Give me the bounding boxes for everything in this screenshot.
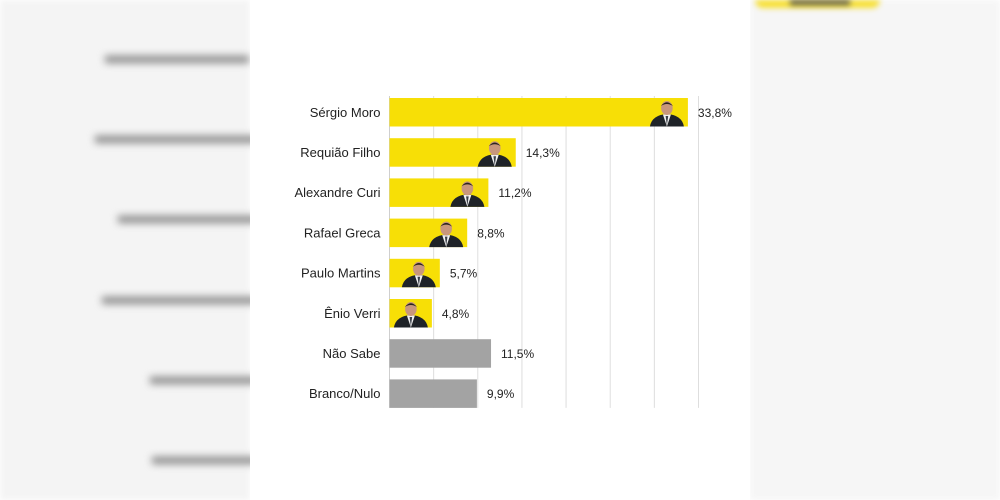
blurred-left-panel [0,0,250,500]
bar [389,339,492,368]
bar [389,379,477,408]
category-label: Sérgio Moro [310,105,381,120]
candidate-photo [393,302,428,328]
value-labels: 33,8% 14,3% 11,2% 8,8% 5,7% 4,8% 11,5% 9,9% [442,106,732,401]
category-label: Rafael Greca [304,225,381,240]
blurred-decoration: ▬▬▬▬▬▬ [118,202,262,229]
category-label: Requião Filho [300,145,380,160]
value-label: 5,7% [450,267,478,281]
blurred-decoration: ▬▬▬▬▬▬▬ [95,122,263,149]
bar-chart: Sérgio Moro Requião Filho Alexandre Curi Ra… [295,96,732,408]
blurred-top-accent [790,0,850,5]
value-label: 4,8% [442,307,470,321]
candidate-photo [450,181,485,207]
blurred-decoration: ▬▬▬▬▬▬▬ [102,283,270,310]
category-labels: Sérgio Moro Requião Filho Alexandre Curi Ra… [295,105,382,401]
candidate-photo [649,101,684,127]
candidate-photo [401,261,436,288]
candidate-photo [477,141,512,167]
candidate-photo [429,221,464,248]
blurred-decoration: ▬▬▬▬▬▬ [105,42,249,69]
category-label: Paulo Martins [301,266,381,281]
category-label: Alexandre Curi [295,185,381,200]
value-label: 11,5% [501,347,534,361]
bars [389,98,688,408]
blurred-right-panel [750,0,1000,500]
category-label: Não Sabe [323,346,381,361]
category-label: Branco/Nulo [309,386,381,401]
candidate-photos [393,101,684,328]
value-label: 14,3% [526,146,560,160]
category-label: Ênio Verri [324,306,380,321]
value-label: 9,9% [487,387,515,401]
bar [389,98,688,127]
value-label: 11,2% [498,186,531,200]
value-label: 8,8% [477,226,505,240]
chart-panel: Sérgio Moro Requião Filho Alexandre Curi Ra… [250,0,750,500]
value-label: 33,8% [698,106,732,120]
